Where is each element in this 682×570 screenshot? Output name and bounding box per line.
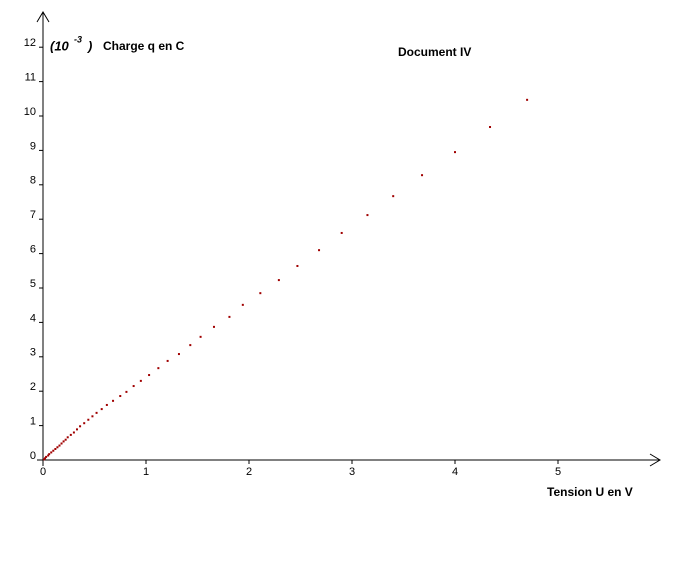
point	[148, 374, 151, 377]
y-tick-label: 6	[30, 244, 36, 256]
x-tick-label: 2	[246, 466, 252, 478]
y-tick-label: 5	[30, 278, 36, 290]
point	[56, 446, 59, 449]
point	[105, 403, 108, 406]
point	[54, 447, 57, 450]
y-tick-label: 1	[30, 416, 36, 428]
y-multiplier: (10	[50, 38, 70, 53]
point	[83, 422, 86, 425]
point	[241, 303, 244, 306]
y-tick-label: 2	[30, 381, 36, 393]
x-tick-label: 1	[143, 466, 149, 478]
point	[489, 126, 492, 129]
point	[95, 411, 98, 414]
point	[157, 367, 160, 370]
point	[340, 231, 343, 234]
point	[392, 195, 395, 198]
x-tick-label: 5	[555, 466, 561, 478]
y-tick-label: 0	[30, 450, 36, 462]
x-axis-arrow	[649, 453, 661, 467]
y-axis-arrow	[36, 11, 50, 23]
point	[112, 399, 115, 402]
x-tick-label: 3	[349, 466, 355, 478]
point	[318, 249, 321, 252]
point	[47, 454, 50, 457]
point	[62, 440, 65, 443]
point	[212, 325, 215, 328]
point	[45, 455, 48, 458]
point	[526, 98, 529, 101]
point	[48, 453, 51, 456]
point	[454, 151, 456, 154]
y-tick-label: 3	[30, 347, 36, 359]
point	[43, 458, 46, 461]
y-tick-label: 8	[30, 175, 36, 187]
point	[366, 214, 369, 217]
point	[52, 449, 55, 452]
point	[50, 451, 53, 454]
point	[177, 353, 180, 356]
y-tick-label: 7	[30, 209, 36, 221]
x-tick-label: 4	[452, 466, 458, 478]
point	[87, 418, 90, 421]
point	[66, 436, 69, 439]
x-axis-label: Tension U en V	[547, 485, 633, 499]
y-multiplier-close: )	[86, 38, 92, 53]
x-tick-label: 0	[40, 466, 46, 478]
point	[189, 344, 192, 347]
point	[119, 395, 122, 398]
point	[296, 264, 299, 267]
point	[139, 379, 142, 382]
point	[44, 457, 47, 460]
point	[259, 292, 262, 295]
point	[69, 433, 72, 436]
point	[58, 444, 61, 447]
y-axis-label: Charge q en C	[103, 39, 185, 53]
point	[166, 359, 169, 362]
y-tick-label: 9	[30, 140, 36, 152]
point	[91, 415, 94, 418]
point	[79, 425, 82, 428]
point	[100, 408, 103, 411]
point	[421, 174, 424, 177]
point	[125, 390, 128, 393]
point	[277, 279, 280, 282]
y-tick-label: 11	[25, 72, 36, 84]
chart-title: Document IV	[398, 45, 471, 59]
point	[60, 442, 63, 445]
point	[75, 428, 78, 431]
point	[228, 315, 231, 318]
point	[132, 385, 135, 388]
y-multiplier-exponent: -3	[74, 34, 82, 44]
y-tick-label: 4	[30, 312, 36, 324]
y-tick-label: 12	[24, 37, 36, 49]
point	[64, 438, 67, 441]
y-tick-label: 10	[24, 106, 36, 118]
point	[72, 431, 75, 434]
point	[199, 335, 202, 338]
